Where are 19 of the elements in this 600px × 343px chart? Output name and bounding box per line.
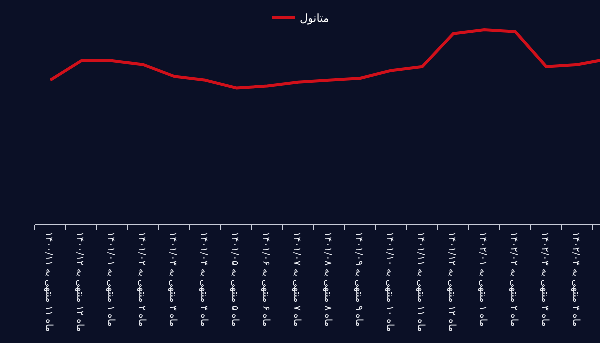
x-tick-label: ماه ۲ منتهی به ۱۴۰۲/۰۲ <box>508 232 520 327</box>
x-tick-label: ماه ۱ منتهی به ۱۴۰۱/۰۱ <box>106 232 116 327</box>
legend-label: متانول <box>300 12 330 25</box>
x-tick-label: ماه ۹ منتهی به ۱۴۰۱/۰۹ <box>354 232 364 327</box>
x-tick-label: ماه ۳ منتهی به ۱۴۰۱/۰۳ <box>168 232 178 327</box>
x-tick-label: ماه ۴ منتهی به ۱۴۰۲/۰۴ <box>570 232 582 327</box>
x-tick-label: ماه ۱۲ منتهی به ۱۴۰۱/۱۲ <box>446 232 458 332</box>
x-tick-label: ماه ۳ منتهی به ۱۴۰۲/۰۳ <box>540 232 550 327</box>
x-tick-label: ماه ۲ منتهی به ۱۴۰۱/۰۲ <box>136 232 148 327</box>
x-tick-label: ماه ۶ منتهی به ۱۴۰۱/۰۶ <box>260 232 272 327</box>
x-tick-label: ماه ۷ منتهی به ۱۴۰۱/۰۷ <box>292 232 302 327</box>
x-tick-label: ماه ۱ منتهی به ۱۴۰۲/۰۱ <box>478 232 488 327</box>
x-tick-label: ماه ۱۰ منتهی به ۱۴۰۱/۱۰ <box>384 232 396 332</box>
x-tick-label: ماه ۸ منتهی به ۱۴۰۱/۰۸ <box>322 232 334 327</box>
x-tick-label: ماه ۱۲ منتهی به ۱۴۰۰/۱۲ <box>74 232 86 332</box>
x-tick-label: ماه ۴ منتهی به ۱۴۰۱/۰۴ <box>198 232 210 327</box>
x-tick-label: ماه ۵ منتهی به ۱۴۰۱/۰۵ <box>230 232 240 327</box>
x-tick-label: ماه ۱۱ منتهی به ۱۴۰۰/۱۱ <box>44 232 54 332</box>
x-tick-label: ماه ۱۱ منتهی به ۱۴۰۱/۱۱ <box>416 232 426 332</box>
